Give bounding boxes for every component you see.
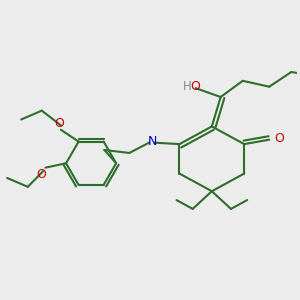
Text: O: O <box>274 132 284 145</box>
Text: O: O <box>55 117 64 130</box>
Text: N: N <box>147 135 157 148</box>
Text: O: O <box>191 80 201 93</box>
Text: H: H <box>183 80 192 93</box>
Text: O: O <box>36 168 46 181</box>
